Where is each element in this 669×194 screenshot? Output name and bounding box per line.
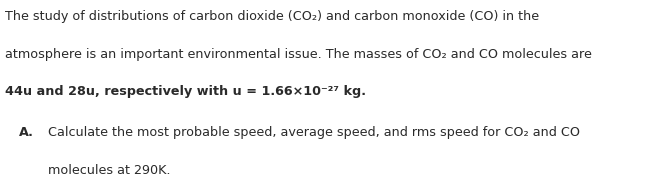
Text: molecules at 290K.: molecules at 290K. — [48, 164, 171, 177]
Text: atmosphere is an important environmental issue. The masses of CO₂ and CO molecul: atmosphere is an important environmental… — [5, 48, 592, 61]
Text: 44u and 28u, respectively with u = 1.66×10⁻²⁷ kg.: 44u and 28u, respectively with u = 1.66×… — [5, 85, 367, 98]
Text: The study of distributions of carbon dioxide (CO₂) and carbon monoxide (CO) in t: The study of distributions of carbon dio… — [5, 10, 539, 23]
Text: Calculate the most probable speed, average speed, and rms speed for CO₂ and CO: Calculate the most probable speed, avera… — [48, 126, 580, 139]
Text: A.: A. — [19, 126, 33, 139]
